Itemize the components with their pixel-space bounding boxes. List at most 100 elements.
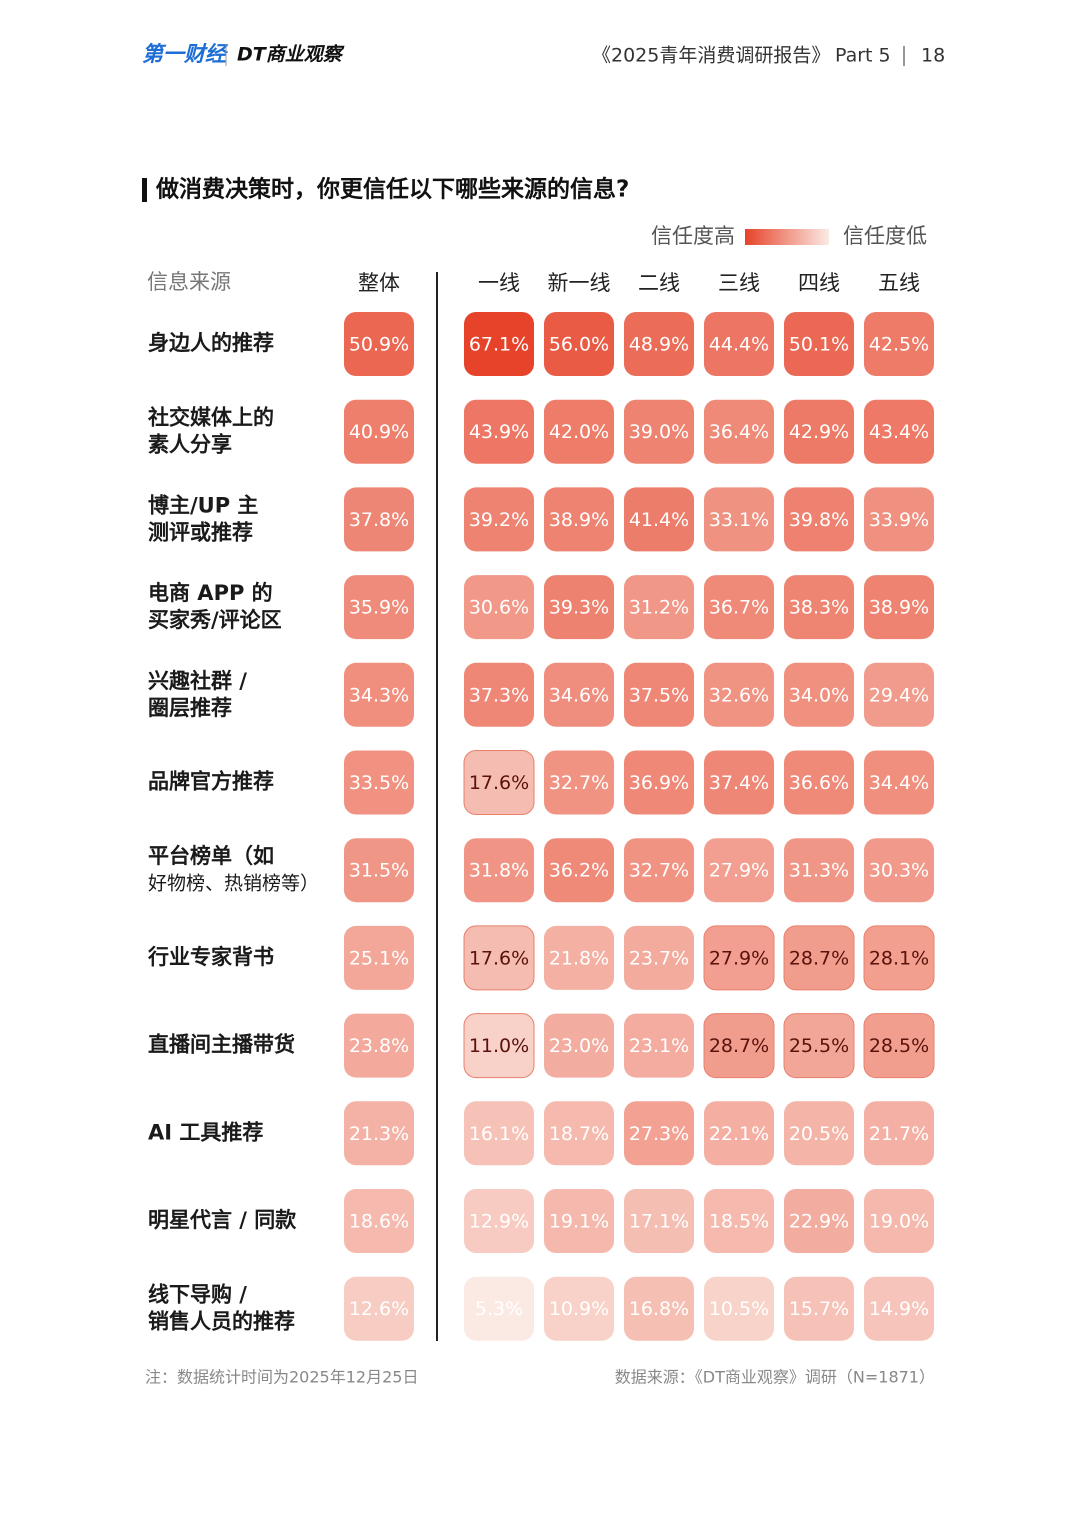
cell-label: 10.9% [549,1298,609,1320]
cell-label: 33.9% [869,509,929,531]
legend-gradient [745,229,829,245]
cell-label: 44.4% [709,334,769,356]
cell-label: 38.3% [789,597,849,619]
cell-label: 28.1% [869,947,929,969]
cell-label: 36.4% [709,421,769,443]
cell-label: 29.4% [869,684,929,706]
cell [784,750,854,815]
cell [544,838,614,903]
row-header: 信息来源 [147,270,231,294]
cell [864,1189,934,1253]
column-label: 三线 [718,271,760,295]
cell-label: 17.6% [469,947,529,969]
cell [344,1276,414,1341]
cell-label: 48.9% [629,334,689,356]
source: 数据来源：《DT商业观察》调研（N=1871） [615,1368,935,1387]
logo: DT商业观察 [237,44,345,66]
cell [624,399,694,464]
row-label: 圈层推荐 [148,696,232,720]
cell [544,487,614,552]
cell [624,312,694,376]
cell [464,575,534,640]
cell-label: 31.3% [789,860,849,882]
cell-label: 36.6% [789,772,849,794]
cell-label: 20.5% [789,1123,849,1145]
column-label: 五线 [878,271,920,295]
cell [864,1101,934,1166]
cell-label: 39.3% [549,597,609,619]
cell-label: 34.0% [789,684,849,706]
cell [464,312,534,376]
cell [344,1189,414,1253]
cell [464,1276,534,1341]
cell [344,487,414,552]
cell-label: 23.7% [629,947,689,969]
cell [624,1013,694,1078]
cell-label: 25.1% [349,947,409,969]
column-label: 新一线 [548,271,611,295]
cell-label: 43.9% [469,421,529,443]
cell [624,925,694,990]
cell-label: 18.6% [349,1211,409,1233]
cell [783,925,855,991]
cell-label: 23.8% [349,1035,409,1057]
cell-label: 50.9% [349,334,409,356]
row-label: 电商 APP 的 [148,581,273,605]
cell-label: 27.9% [709,947,769,969]
cell-label: 56.0% [549,334,609,356]
cell [344,399,414,464]
cell [464,399,534,464]
cell-label: 36.7% [709,597,769,619]
column-label: 整体 [358,271,400,295]
cell [864,575,934,640]
cell-label: 67.1% [469,334,529,356]
cell-label: 19.1% [549,1211,609,1233]
cell [624,487,694,552]
cell-label: 31.8% [469,860,529,882]
column-label: 四线 [798,271,840,295]
cell [544,925,614,990]
cell-label: 21.3% [349,1123,409,1145]
cell-label: 17.1% [629,1211,689,1233]
cell-label: 19.0% [869,1211,929,1233]
row-label: 品牌官方推荐 [148,770,274,794]
cell [784,1101,854,1166]
cell [624,750,694,815]
cell [344,312,414,376]
cell-label: 38.9% [549,509,609,531]
cell [784,575,854,640]
cell-label: 23.1% [629,1035,689,1057]
cell [863,925,935,991]
cell [624,838,694,903]
cell [544,662,614,727]
cell [463,1013,535,1079]
cell-label: 30.3% [869,860,929,882]
cell [463,925,535,991]
cell-label: 39.8% [789,509,849,531]
cell-label: 34.4% [869,772,929,794]
cell [544,750,614,815]
cell-label: 32.6% [709,684,769,706]
cell-label: 31.2% [629,597,689,619]
cell-label: 31.5% [349,860,409,882]
cell [624,662,694,727]
cell-label: 28.7% [789,947,849,969]
row-label: 销售人员的推荐 [148,1310,295,1334]
cell-label: 14.9% [869,1298,929,1320]
cell-label: 37.5% [629,684,689,706]
legend-high: 信任度高 [651,224,735,248]
cell [624,575,694,640]
cell-label: 10.5% [709,1298,769,1320]
cell [784,312,854,376]
cell-label: 5.3% [475,1298,523,1320]
row-label: 兴趣社群 / [148,669,247,693]
cell [544,575,614,640]
cell-label: 37.4% [709,772,769,794]
cell-label: 33.5% [349,772,409,794]
cell [464,1101,534,1166]
cell [624,1101,694,1166]
cell-label: 22.1% [709,1123,769,1145]
cell [864,487,934,552]
cell [463,750,535,815]
